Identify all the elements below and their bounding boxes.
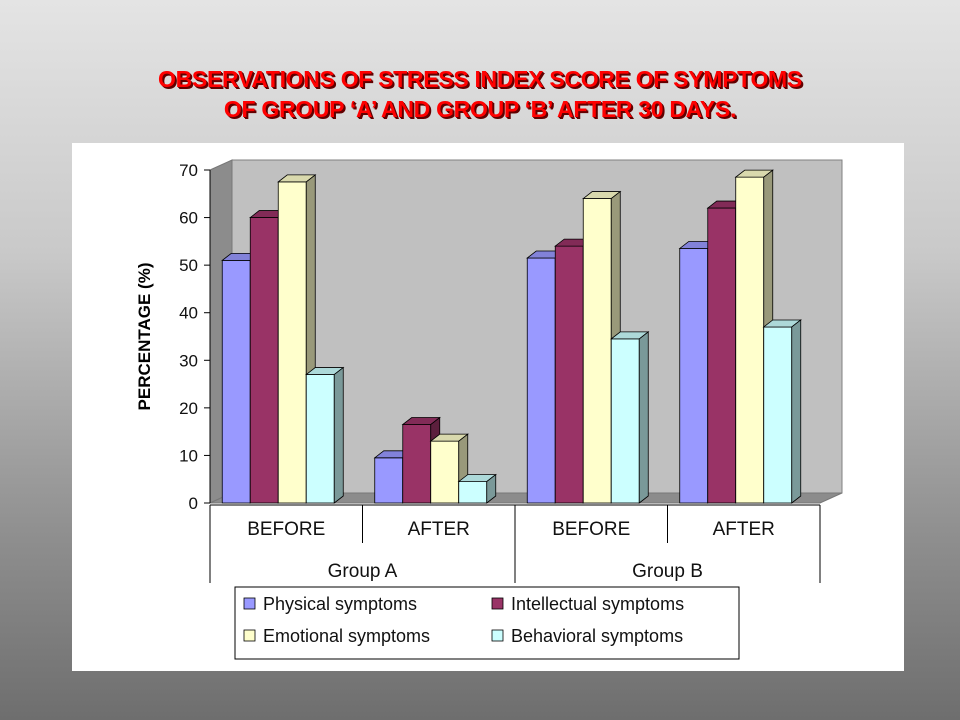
- bar-behavioral-symptoms: [305, 374, 335, 504]
- x-group-label: Group A: [328, 561, 398, 582]
- slide-title-line-1: OBSERVATIONS OF STRESS INDEX SCORE OF SY…: [158, 66, 802, 92]
- legend-swatch: [491, 629, 504, 642]
- bar-chart: 0 10 20 30 40 50 60 70 PERCENTAGE (%) BEFORE AFTER…: [135, 159, 843, 660]
- y-tick-label: 0: [189, 494, 198, 513]
- y-tick-label: 70: [179, 161, 198, 180]
- legend-label: Behavioral symptoms: [511, 626, 683, 646]
- bar-emotional-symptoms: [430, 440, 460, 504]
- chart-panel: 0 10 20 30 40 50 60 70 PERCENTAGE (%) BEFORE AFTER…: [72, 143, 904, 671]
- bar-emotional-symptoms: [277, 181, 307, 504]
- bar-side: [791, 319, 802, 504]
- y-axis-title: PERCENTAGE (%): [135, 263, 154, 411]
- bar-physical-symptoms: [221, 259, 251, 504]
- bar-physical-symptoms: [374, 457, 404, 504]
- bar-side: [333, 366, 344, 504]
- legend-label: Intellectual symptoms: [511, 594, 684, 614]
- y-tick-label: 10: [179, 446, 198, 465]
- bar-behavioral-symptoms: [610, 338, 640, 504]
- bar-physical-symptoms: [526, 257, 556, 504]
- y-tick-label: 60: [179, 209, 198, 228]
- bar-physical-symptoms: [679, 248, 709, 504]
- bar-intellectual-symptoms: [554, 245, 584, 504]
- bar-emotional-symptoms: [582, 198, 612, 504]
- bar-side: [486, 473, 497, 504]
- legend-swatch: [243, 629, 256, 642]
- bar-emotional-symptoms: [735, 176, 765, 504]
- bar-intellectual-symptoms: [707, 207, 737, 504]
- bar-intellectual-symptoms: [402, 424, 432, 504]
- x-category-label: BEFORE: [247, 519, 325, 540]
- legend-box: [234, 586, 740, 660]
- legend-swatch: [243, 597, 256, 610]
- x-group-label: Group B: [632, 561, 703, 582]
- legend-swatch: [491, 597, 504, 610]
- y-tick-label: 50: [179, 256, 198, 275]
- slide-title: OBSERVATIONS OF STRESS INDEX SCORE OF SY…: [0, 64, 960, 124]
- x-category-label: BEFORE: [552, 519, 630, 540]
- x-category-label: AFTER: [713, 519, 775, 540]
- bar-behavioral-symptoms: [458, 481, 488, 504]
- y-tick-label: 40: [179, 304, 198, 323]
- bar-intellectual-symptoms: [249, 217, 279, 504]
- legend-label: Emotional symptoms: [263, 626, 430, 646]
- y-tick-label: 30: [179, 351, 198, 370]
- y-tick-label: 20: [179, 399, 198, 418]
- bar-behavioral-symptoms: [763, 326, 793, 504]
- x-category-label: AFTER: [408, 519, 470, 540]
- legend-label: Physical symptoms: [263, 594, 417, 614]
- bar-side: [638, 331, 649, 504]
- slide-title-line-2: OF GROUP ‘A’ AND GROUP ‘B’ AFTER 30 DAYS…: [223, 96, 737, 122]
